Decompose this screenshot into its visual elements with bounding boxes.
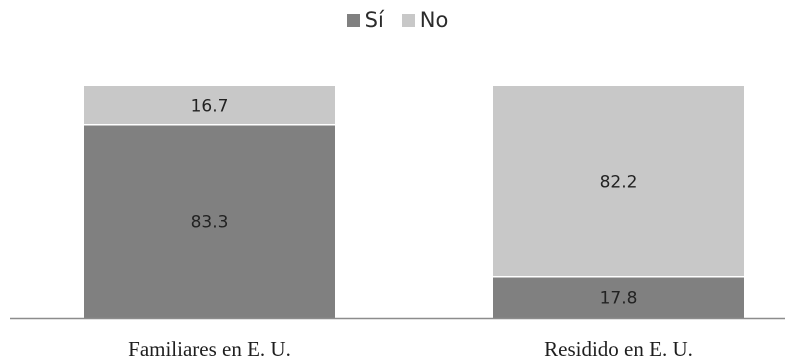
data-label-residido-no: 82.2 — [600, 172, 638, 192]
bar-segment-residido-si — [493, 276, 744, 318]
data-label-familiares-si: 83.3 — [191, 212, 229, 232]
legend-item-si: Sí — [346, 8, 384, 32]
legend-swatch-no — [401, 13, 415, 27]
x-tick-label-familiares: Familiares en E. U. — [128, 337, 291, 361]
data-label-familiares-no: 16.7 — [191, 96, 229, 116]
legend-item-no: No — [401, 8, 449, 32]
data-label-residido-si: 17.8 — [600, 288, 638, 308]
bar-segment-residido-no — [493, 86, 744, 277]
bar-segment-familiares-si — [84, 124, 335, 318]
legend-swatch-si — [346, 13, 360, 27]
bar-segment-familiares-no — [84, 86, 335, 125]
legend-label-no: No — [419, 8, 449, 32]
legend-label-si: Sí — [364, 8, 384, 32]
chart-legend: Sí No — [0, 8, 795, 32]
x-tick-label-residido: Residido en E. U. — [544, 337, 693, 361]
